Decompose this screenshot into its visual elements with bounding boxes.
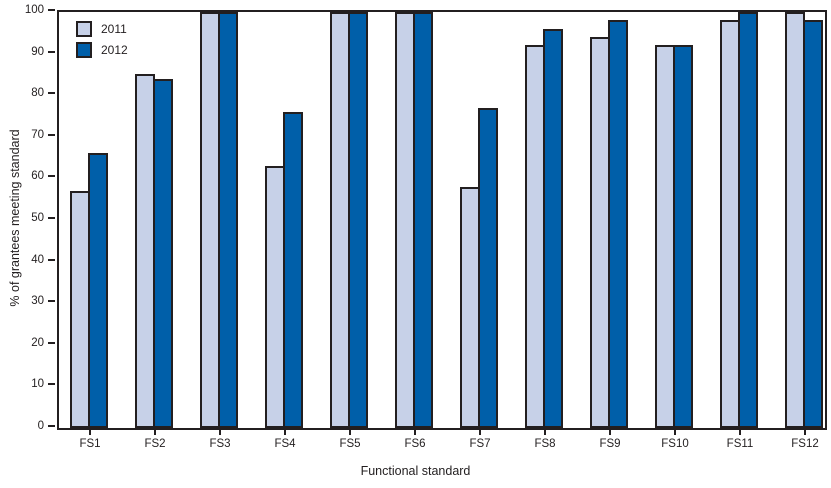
x-tick-label: FS1 xyxy=(79,438,101,450)
legend-item-2011: 2011 xyxy=(76,21,128,37)
bar-2011-FS11 xyxy=(720,20,740,428)
bar-2011-FS2 xyxy=(135,74,155,428)
y-tick xyxy=(48,175,55,178)
y-tick xyxy=(48,383,55,386)
bar-2011-FS12 xyxy=(785,12,805,428)
y-tick xyxy=(48,258,55,261)
bar-2012-FS10 xyxy=(673,45,693,428)
x-tick xyxy=(349,428,351,435)
y-tick xyxy=(48,133,55,136)
x-tick xyxy=(479,428,481,435)
legend-swatch-2012 xyxy=(76,42,92,58)
bar-2012-FS3 xyxy=(218,12,238,428)
bar-2012-FS1 xyxy=(88,153,108,428)
y-tick xyxy=(48,217,55,219)
x-tick xyxy=(609,428,611,435)
y-tick-label: 70 xyxy=(31,128,44,141)
bar-2012-FS9 xyxy=(608,20,628,428)
bar-2012-FS11 xyxy=(738,12,758,428)
y-tick-label: 90 xyxy=(31,45,44,58)
x-tick xyxy=(674,428,676,435)
plot-area: 2011 2012 xyxy=(57,10,827,430)
y-tick-label: 60 xyxy=(31,170,44,183)
bar-2011-FS6 xyxy=(395,12,415,428)
x-axis-title: Functional standard xyxy=(360,464,471,478)
bar-2011-FS3 xyxy=(200,12,220,428)
x-tick xyxy=(739,428,741,435)
bar-2012-FS8 xyxy=(543,29,563,428)
x-tick-label: FS8 xyxy=(534,438,556,450)
bar-2012-FS6 xyxy=(413,12,433,428)
x-tick xyxy=(284,428,286,435)
bar-2012-FS5 xyxy=(348,12,368,428)
y-tick-label: 10 xyxy=(31,378,44,391)
y-tick xyxy=(48,9,55,11)
x-tick-label: FS6 xyxy=(404,438,426,450)
bar-2011-FS10 xyxy=(655,45,675,428)
y-tick-label: 50 xyxy=(31,212,44,224)
legend-label: 2012 xyxy=(101,43,128,57)
y-tick-label: 30 xyxy=(31,295,44,308)
bar-2012-FS12 xyxy=(803,20,823,428)
bar-2011-FS9 xyxy=(590,37,610,428)
x-tick-label: FS9 xyxy=(599,438,621,450)
x-tick xyxy=(804,428,806,435)
y-tick xyxy=(48,92,55,95)
legend-item-2012: 2012 xyxy=(76,42,128,58)
x-tick xyxy=(219,428,221,435)
bar-2012-FS2 xyxy=(153,79,173,428)
x-tick xyxy=(89,428,91,435)
y-tick-label: 80 xyxy=(31,87,44,100)
y-tick-label: 40 xyxy=(31,253,44,266)
x-tick-label: FS3 xyxy=(209,438,231,450)
y-tick xyxy=(48,50,55,53)
y-tick-label: 20 xyxy=(31,336,44,349)
x-tick xyxy=(154,428,156,435)
bar-2012-FS7 xyxy=(478,108,498,428)
x-tick xyxy=(414,428,416,435)
bar-2011-FS1 xyxy=(70,191,90,428)
x-tick xyxy=(544,428,546,435)
x-tick-label: FS10 xyxy=(661,438,689,450)
x-tick-label: FS2 xyxy=(144,438,166,450)
x-tick-label: FS4 xyxy=(274,438,296,450)
bar-2012-FS4 xyxy=(283,112,303,428)
legend-label: 2011 xyxy=(101,22,127,36)
bar-2011-FS4 xyxy=(265,166,285,428)
bar-2011-FS7 xyxy=(460,187,480,428)
legend-swatch-2011 xyxy=(76,21,92,37)
y-tick xyxy=(48,300,55,303)
y-tick xyxy=(48,425,55,427)
bar-2011-FS8 xyxy=(525,45,545,428)
x-tick-label: FS11 xyxy=(726,438,754,450)
y-tick-label: 100 xyxy=(24,4,44,16)
x-tick-label: FS5 xyxy=(339,438,361,450)
x-tick-label: FS7 xyxy=(469,438,491,450)
x-tick-label: FS12 xyxy=(791,438,819,450)
bar-2011-FS5 xyxy=(330,12,350,428)
legend: 2011 2012 xyxy=(76,21,128,63)
y-tick-label: 0 xyxy=(37,420,44,432)
y-tick xyxy=(48,341,55,344)
